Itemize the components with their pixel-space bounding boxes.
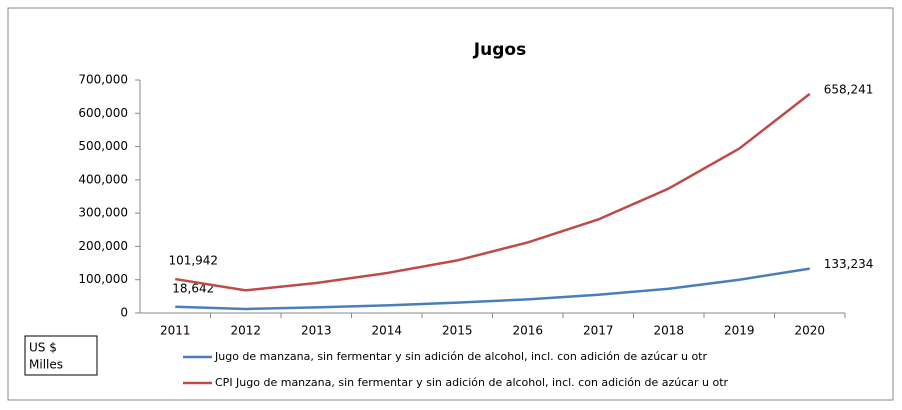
y-tick-label: 300,000: [78, 206, 128, 220]
x-tick-label: 2020: [794, 324, 825, 338]
series-line: [175, 92, 811, 292]
annotation: US $: [29, 341, 57, 355]
annotation: Milles: [29, 358, 63, 372]
y-tick-label: 600,000: [78, 106, 128, 120]
data-label: 101,942: [168, 254, 218, 268]
x-tick-label: 2012: [230, 324, 261, 338]
chart-title: Jugos: [473, 40, 526, 60]
data-label: 658,241: [824, 82, 874, 96]
x-tick-label: 2011: [160, 324, 191, 338]
x-tick-label: 2016: [512, 324, 543, 338]
y-tick-label: 500,000: [78, 139, 128, 153]
x-tick-label: 2014: [371, 324, 402, 338]
x-tick-label: 2017: [583, 324, 614, 338]
data-label: 133,234: [824, 257, 874, 271]
legend-label: Jugo de manzana, sin fermentar y sin adi…: [214, 350, 707, 363]
x-tick-label: 2019: [724, 324, 755, 338]
y-tick-label: 200,000: [78, 239, 128, 253]
x-tick-label: 2013: [301, 324, 332, 338]
y-tick-label: 100,000: [78, 272, 128, 286]
legend-label: CPI Jugo de manzana, sin fermentar y sin…: [215, 376, 729, 389]
y-tick-label: 400,000: [78, 172, 128, 186]
series-line: [175, 267, 810, 311]
y-tick-label: 0: [120, 306, 128, 320]
x-tick-label: 2018: [653, 324, 684, 338]
x-tick-label: 2015: [442, 324, 473, 338]
y-tick-label: 700,000: [78, 73, 128, 87]
chart-border: [7, 7, 894, 401]
annotation-box: [24, 335, 98, 376]
